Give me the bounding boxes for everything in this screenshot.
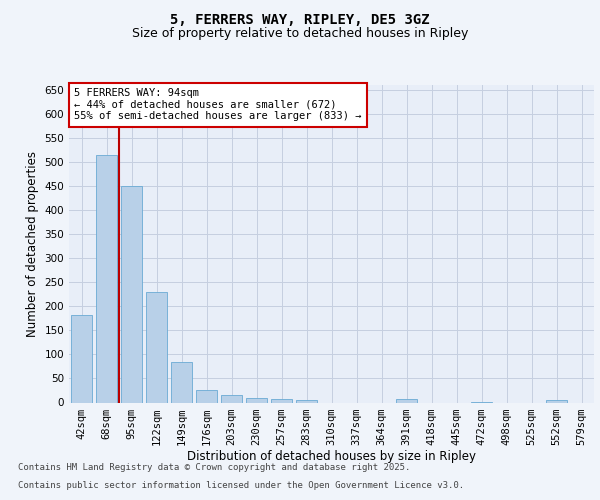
Bar [146,292,167,403]
Text: 5 FERRERS WAY: 94sqm
← 44% of detached houses are smaller (672)
55% of semi-deta: 5 FERRERS WAY: 94sqm ← 44% of detached h… [74,88,362,122]
Bar [246,398,267,402]
Text: Contains public sector information licensed under the Open Government Licence v3: Contains public sector information licen… [18,481,464,490]
Bar [546,400,567,402]
Bar [71,315,92,402]
Text: 5, FERRERS WAY, RIPLEY, DE5 3GZ: 5, FERRERS WAY, RIPLEY, DE5 3GZ [170,12,430,26]
Text: Contains HM Land Registry data © Crown copyright and database right 2025.: Contains HM Land Registry data © Crown c… [18,464,410,472]
X-axis label: Distribution of detached houses by size in Ripley: Distribution of detached houses by size … [187,450,476,464]
Bar [96,155,117,402]
Bar [396,398,417,402]
Bar [171,362,192,403]
Bar [196,390,217,402]
Bar [296,400,317,402]
Y-axis label: Number of detached properties: Number of detached properties [26,151,39,337]
Text: Size of property relative to detached houses in Ripley: Size of property relative to detached ho… [132,28,468,40]
Bar [221,396,242,402]
Bar [121,186,142,402]
Bar [271,398,292,402]
